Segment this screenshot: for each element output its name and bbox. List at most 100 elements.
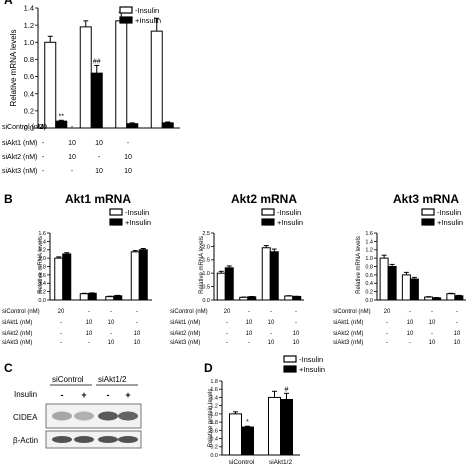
blot-actin-label: β-Actin [13,436,38,445]
y-tick-label: 0.8 [38,264,46,270]
condition-value: 10 [108,340,115,346]
legend-label-minus: -Insulin [135,6,159,15]
condition-value: - [42,168,45,175]
condition-value: 10 [95,140,103,147]
x-tick-label: siAkt1/2 [269,459,293,464]
condition-value: 10 [246,320,253,326]
bar-plus-insulin [454,295,464,301]
condition-row-label: siAkt2 (nM) [2,154,37,161]
bar-plus-insulin [241,426,254,456]
condition-value: - [98,154,101,161]
bar-minus-insulin [229,413,242,456]
condition-value: - [88,340,90,346]
bar-plus-insulin [138,249,148,301]
y-tick-label: 1.2 [365,248,373,254]
y-tick-label: 0.2 [38,290,46,296]
bar-plus-insulin [432,297,442,301]
bar-minus-insulin [79,293,89,301]
y-axis-label: Relative mRNA levels [199,236,205,294]
condition-value: - [386,320,388,326]
condition-value: - [456,320,458,326]
bar-plus-insulin [113,295,123,301]
y-tick-label: 1.2 [24,21,34,30]
chart-title: Akt1 mRNA [65,192,131,206]
y-tick-label: 0.2 [210,445,218,451]
blot-insulin-sign: + [125,390,130,400]
y-tick-label: 0.0 [38,298,46,304]
blot-insulin-sign: + [81,390,86,400]
bar-minus-insulin [261,247,271,301]
condition-value: 10 [454,340,461,346]
bar-plus-insulin [90,72,103,129]
panel-a-chart: 0.0 0.2 0.4 0.6 0.8 1.0 1.2 1.4 Relative mRNA le… [2,0,180,175]
blot-band [74,436,94,443]
condition-value: 10 [429,320,436,326]
condition-value: 10 [86,331,93,337]
condition-value: 10 [246,331,253,337]
condition-value: - [226,340,228,346]
blot-insulin-label: Insulin [14,390,37,399]
condition-row-label: siAkt3 (nM) [2,340,32,346]
legend-swatch-plus [283,365,297,373]
legend-label-minus: -Insulin [125,208,149,217]
legend-label-minus: -Insulin [299,355,323,364]
y-tick-label: 1.0 [24,38,34,47]
bar-plus-insulin [55,120,68,129]
blot-insulin-sign: - [107,390,110,400]
condition-value: 20 [58,309,65,315]
condition-value: - [295,309,297,315]
legend-swatch-minus [283,355,297,363]
blot-band [118,436,138,443]
y-tick-label: 1.4 [210,395,218,401]
condition-value: 10 [454,331,461,337]
y-tick-label: 1.4 [365,239,373,245]
condition-value: - [127,140,130,147]
y-tick-label: 0.2 [365,290,373,296]
y-tick-label: 0.6 [210,428,218,434]
bar-minus-insulin [150,30,163,129]
condition-row-label: siControl (nM) [333,309,371,315]
condition-value: - [71,168,74,175]
condition-row-label: siAkt3 (nM) [2,168,37,175]
y-tick-label: 0.6 [365,273,373,279]
condition-value: - [110,331,112,337]
y-tick-label: 0.2 [24,106,34,115]
chart-title: Akt3 mRNA [393,192,459,206]
y-tick-label: 0.8 [365,264,373,270]
condition-row-label: siAkt1 (nM) [333,320,363,326]
condition-row-label: siAkt1 (nM) [2,320,32,326]
condition-row-label: siControl (nM) [2,124,46,131]
panel-d-label: D [204,361,213,375]
panel-b-label: B [4,192,13,206]
condition-value: - [409,340,411,346]
condition-value: 10 [134,331,141,337]
condition-value: - [386,331,388,337]
legend-swatch-plus [119,16,133,24]
legend-label-plus: +Insulin [125,218,151,227]
panel-d-chart: 0.0 0.2 0.4 0.6 0.8 1.0 1.2 1.4 1.6 1.8 Relative p… [208,355,325,464]
legend-swatch-plus [109,218,123,226]
condition-row-label: siControl (nM) [170,309,208,315]
condition-value: 10 [68,154,76,161]
condition-value: - [60,340,62,346]
condition-value: - [295,320,297,326]
condition-row-label: siAkt2 (nM) [170,331,200,337]
condition-value: 10 [407,320,414,326]
legend-swatch-plus [421,218,435,226]
condition-value: - [226,331,228,337]
condition-value: - [60,331,62,337]
y-tick-label: 0.4 [365,281,373,287]
y-tick-label: 0.0 [210,453,218,459]
condition-row-label: siAkt3 (nM) [170,340,200,346]
legend-label-plus: +Insulin [437,218,463,227]
condition-value: 20 [384,309,391,315]
condition-value: - [71,124,74,131]
condition-value: 10 [86,320,93,326]
y-tick-label: 1.8 [210,379,218,385]
condition-value: - [431,309,433,315]
condition-value: - [431,331,433,337]
significance-mark: * [246,419,249,426]
condition-value: - [270,331,272,337]
